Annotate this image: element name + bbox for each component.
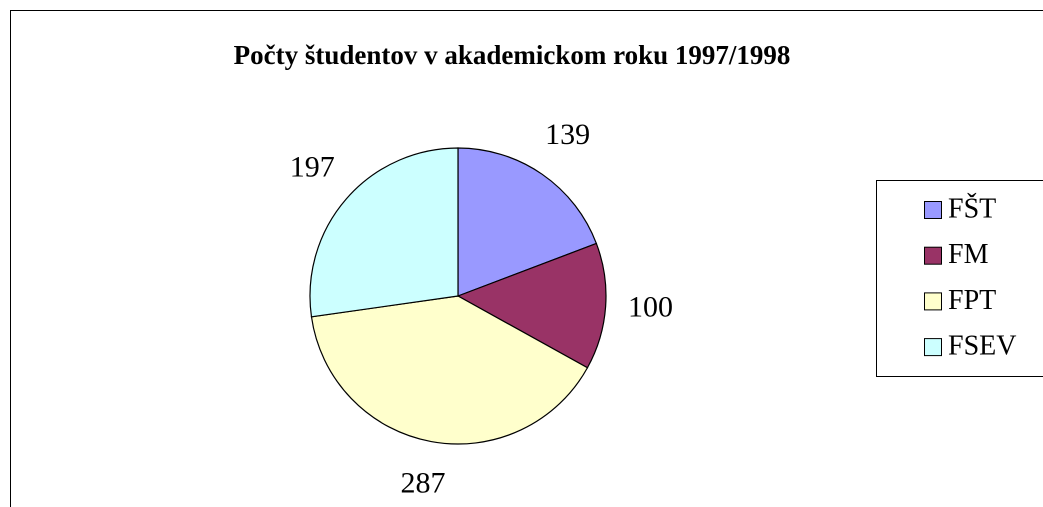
- pie: 139 100 287 197: [290, 118, 673, 500]
- legend-label: FSEV: [948, 331, 1016, 362]
- legend-label: FPT: [948, 285, 996, 316]
- legend-swatch: [924, 338, 942, 357]
- pie-slice: [310, 295, 589, 445]
- data-label: 100: [628, 291, 673, 324]
- legend-swatch: [924, 201, 942, 219]
- pie-slice: [456, 242, 607, 369]
- data-label: 287: [400, 467, 445, 500]
- legend-swatch: [924, 246, 942, 265]
- pie-slice: [457, 147, 598, 297]
- legend-label: FŠT: [948, 193, 996, 224]
- legend-swatch: [924, 292, 942, 311]
- pie-slice: [309, 147, 459, 318]
- legend-label: FM: [948, 239, 989, 270]
- legend-entries: FŠT FM FPT FSEV: [924, 193, 1016, 362]
- legend: [876, 180, 1043, 377]
- data-label: 139: [545, 118, 590, 151]
- chart-frame: [10, 10, 1043, 507]
- data-label: 197: [290, 150, 335, 183]
- chart-title: Počty študentov v akademickom roku 1997/…: [234, 40, 791, 70]
